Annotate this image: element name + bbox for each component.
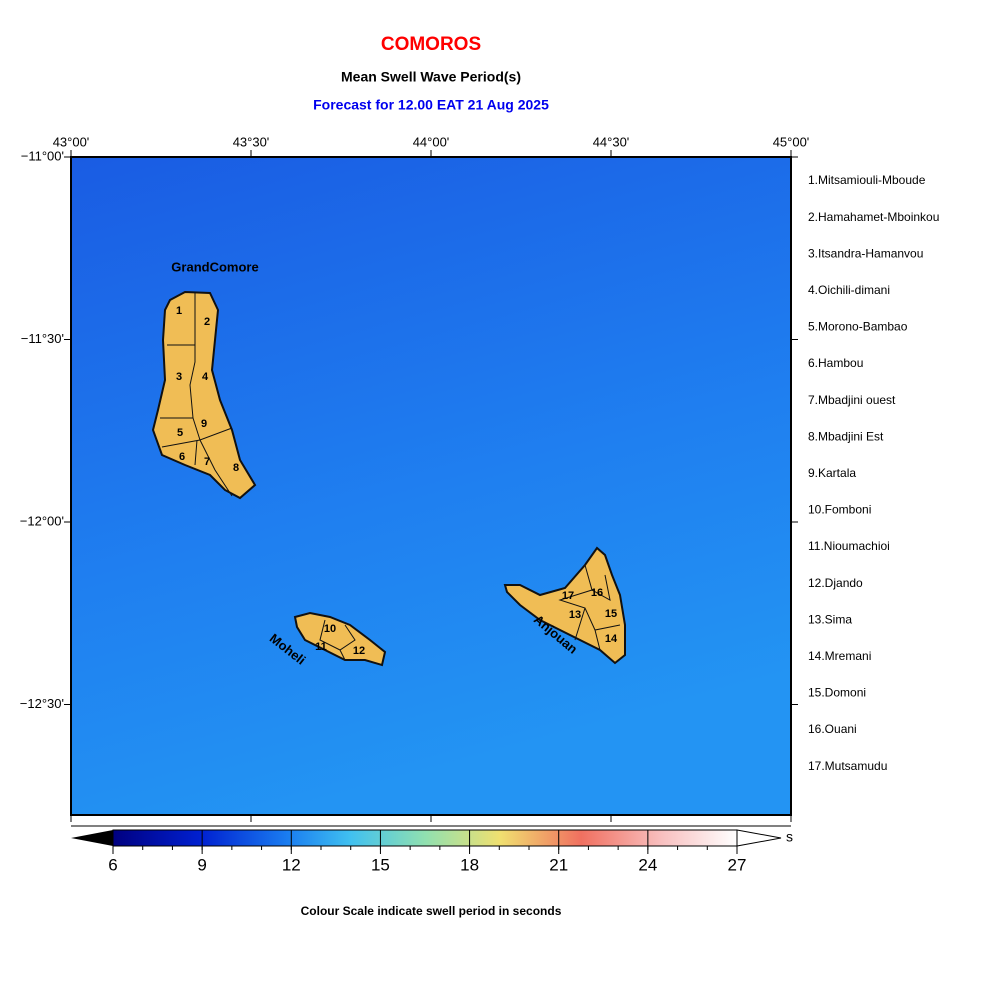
colorbar-label: 24 [638,855,657,874]
island-shape [151,290,257,500]
legend-item: 10.Fomboni [808,503,871,517]
legend-item: 4.Oichili-dimani [808,283,890,297]
border [160,293,233,497]
region-number: 2 [204,316,210,328]
colorbar-label: 12 [282,855,301,874]
colorbar [112,829,738,847]
border [319,619,356,661]
island-shape [503,546,626,665]
region-number: 10 [324,623,336,635]
region-number: 7 [204,456,210,468]
region-borders [160,293,621,661]
lat-label: −11°30' [21,331,64,346]
border [558,564,621,651]
region-number: 8 [233,462,239,474]
lon-label: 45°00' [773,134,810,149]
map-frame [70,156,792,816]
legend-item: 12.Djando [808,576,863,590]
region-number: 13 [569,609,581,621]
legend-item: 5.Morono-Bambao [808,320,908,334]
region-number: 4 [202,371,209,383]
legend-item: 15.Domoni [808,686,866,700]
colorbar-label: 21 [549,855,568,874]
legend-item: 6.Hambou [808,356,863,370]
colorbar-low [71,830,113,846]
legend-item: 9.Kartala [808,466,856,480]
colorbar-caption: Colour Scale indicate swell period in se… [301,904,562,918]
colorbar-label: 15 [371,855,390,874]
island-name: GrandComore [171,259,258,274]
colorbar-label: 9 [197,855,206,874]
region-number: 5 [177,427,183,439]
lon-label: 43°00' [53,134,90,149]
island-shape [293,611,387,667]
legend-item: 13.Sima [808,612,852,626]
legend-item: 1.Mitsamiouli-Mboude [808,173,926,187]
region-number: 17 [562,590,574,602]
legend-item: 8.Mbadjini Est [808,429,884,443]
region-number: 9 [201,418,207,430]
region-number: 16 [591,587,603,599]
lat-label: −12°30' [20,696,64,711]
colorbar-high [736,829,782,847]
lat-label: −12°00' [20,513,64,528]
region-number: 12 [353,645,365,657]
legend-item: 7.Mbadjini ouest [808,393,896,407]
lon-label: 43°30' [233,134,270,149]
region-number: 1 [176,305,182,317]
lat-label: −11°00' [21,148,64,163]
forecast: Forecast for 12.00 EAT 21 Aug 2025 [313,97,549,113]
legend-item: 11.Nioumachioi [808,539,890,553]
colorbar-unit: s [786,829,793,845]
title: COMOROS [381,34,481,55]
colorbar-label: 18 [460,855,479,874]
legend-item: 2.Hamahamet-Mboinkou [808,210,939,224]
subtitle: Mean Swell Wave Period(s) [341,69,521,85]
colorbar-label: 6 [108,855,117,874]
region-number: 11 [315,641,327,653]
lon-label: 44°00' [413,134,450,149]
legend-item: 17.Mutsamudu [808,759,887,773]
colorbar-label: 27 [728,855,747,874]
islands [151,290,626,667]
lon-label: 44°30' [593,134,630,149]
region-number: 14 [605,633,618,645]
region-number: 6 [179,451,185,463]
region-number: 3 [176,371,182,383]
legend-item: 14.Mremani [808,649,871,663]
legend-item: 16.Ouani [808,722,857,736]
legend-item: 3.Itsandra-Hamanvou [808,246,923,260]
region-number: 15 [605,608,617,620]
